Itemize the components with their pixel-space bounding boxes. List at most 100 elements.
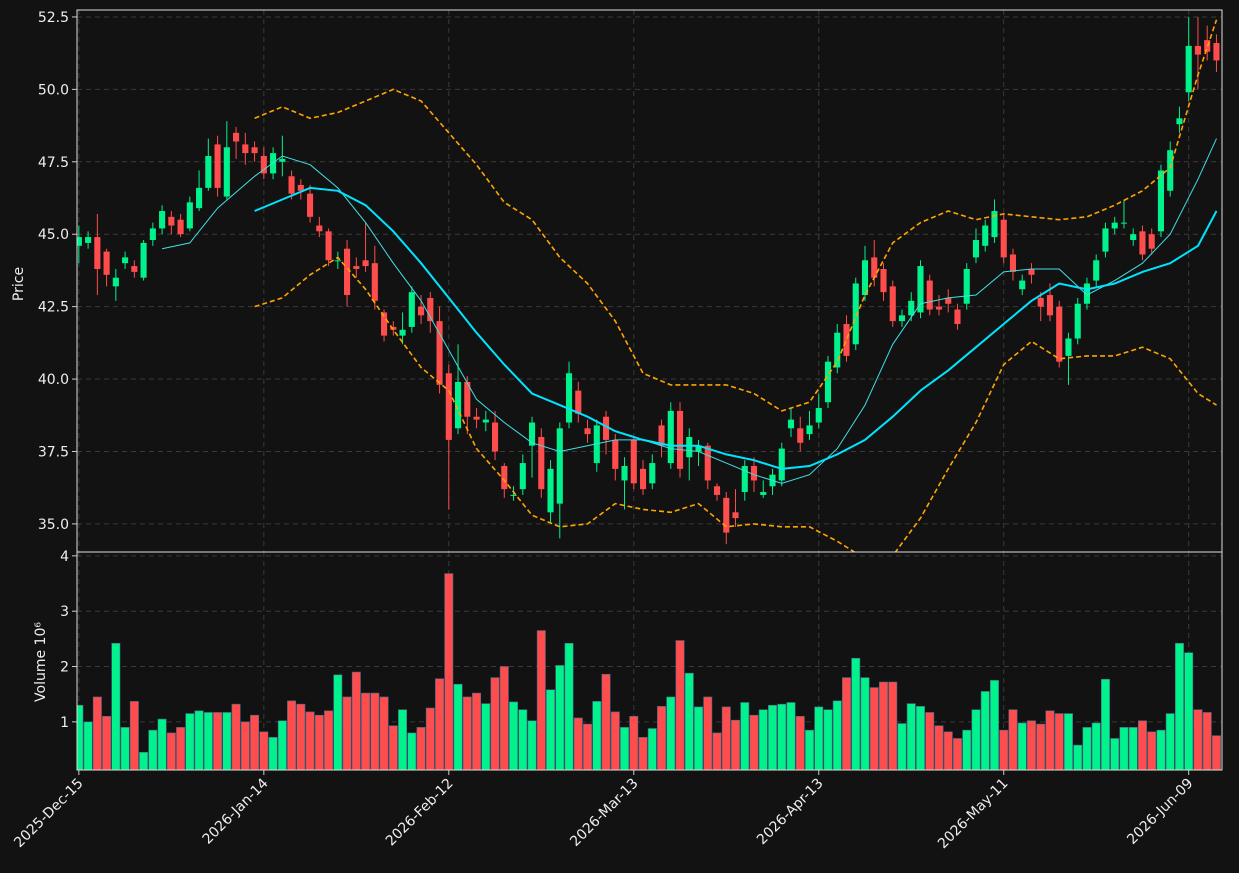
candle-body — [713, 486, 721, 495]
candle-body — [898, 315, 906, 322]
volume-bar — [388, 725, 398, 770]
volume-bar — [647, 728, 657, 770]
volume-bar — [425, 707, 435, 770]
candle-body — [750, 465, 758, 481]
volume-bar — [851, 657, 861, 770]
candle-body — [288, 176, 295, 194]
volume-bar — [666, 696, 676, 770]
candle-body — [214, 144, 221, 188]
candle-body — [464, 381, 471, 417]
candle-body — [168, 216, 175, 226]
candle-body — [760, 492, 767, 495]
volume-bar — [703, 696, 713, 770]
y-tick-label: 3 — [60, 604, 69, 620]
volume-bar — [296, 703, 306, 770]
candle-body — [482, 419, 489, 423]
candle-body — [797, 428, 804, 443]
candle-body — [1176, 118, 1183, 125]
volume-bar — [888, 681, 898, 770]
candle-body — [205, 156, 212, 188]
candle-body — [695, 445, 702, 452]
candle-body — [85, 237, 92, 243]
candle-body — [676, 410, 684, 469]
volume-bar — [157, 718, 167, 770]
bollinger-band — [254, 19, 1218, 412]
candle-body — [917, 266, 924, 313]
candle-body — [908, 300, 915, 316]
candle-body — [649, 463, 656, 484]
volume-bar — [462, 696, 472, 770]
volume-bar — [768, 704, 777, 770]
volume-bar — [472, 692, 482, 770]
y-tick-label: 40.0 — [38, 372, 69, 388]
volume-bar — [1119, 727, 1129, 770]
volume-bar — [990, 680, 999, 770]
candle-body — [491, 422, 499, 452]
volume-bar — [407, 732, 417, 770]
candle-body — [584, 428, 591, 435]
volume-bar — [1091, 722, 1101, 770]
volume-bar — [481, 703, 491, 770]
volume-bar — [1184, 652, 1194, 770]
volume-bar — [712, 732, 722, 770]
candle-body — [159, 211, 166, 229]
candle-body — [1157, 170, 1165, 232]
candle-body — [834, 332, 841, 368]
volume-bar — [370, 692, 380, 770]
candle-body — [658, 425, 665, 446]
candle-body — [112, 277, 119, 287]
candle-body — [399, 329, 406, 336]
candle-body — [741, 465, 748, 493]
candle-body — [1148, 234, 1155, 249]
candle-body — [131, 266, 138, 272]
candle-body — [1083, 283, 1091, 304]
volume-bar — [166, 732, 176, 770]
candle-body — [223, 147, 230, 197]
volume-bar — [342, 696, 352, 770]
candle-body — [1065, 338, 1072, 356]
volume-bar — [897, 723, 907, 770]
volume-bar — [148, 729, 158, 770]
volume-bar — [943, 731, 953, 770]
volume-bar — [1073, 744, 1083, 770]
volume-bar — [277, 720, 287, 770]
volume-bar — [601, 673, 611, 770]
bollinger-band — [254, 256, 1217, 552]
volume-bar — [925, 712, 935, 770]
volume-bar — [583, 723, 592, 770]
volume-bar — [629, 716, 639, 770]
volume-bar — [240, 721, 250, 770]
volume-bar — [194, 710, 204, 770]
volume-bar — [314, 714, 324, 770]
candle-body — [723, 497, 730, 533]
candle-body — [1093, 260, 1100, 281]
candle-body — [140, 242, 147, 278]
candle-body — [852, 283, 859, 345]
candle-body — [861, 260, 869, 296]
volume-bar — [805, 729, 814, 770]
candle-body — [1056, 306, 1063, 362]
volume-bar — [527, 720, 537, 770]
volume-bar — [139, 751, 149, 770]
candle-body — [260, 156, 267, 174]
volume-bar — [731, 719, 740, 770]
candle-body — [1139, 231, 1146, 255]
candle-body — [454, 381, 462, 429]
volume-bar — [684, 672, 694, 770]
candle-body — [1037, 297, 1044, 307]
volume-bar — [1110, 738, 1120, 770]
volume-bar — [92, 696, 102, 770]
volume-bar — [231, 703, 241, 770]
volume-bar — [1027, 720, 1036, 770]
candle-body — [538, 436, 545, 490]
volume-bar — [814, 706, 824, 770]
candle-body — [418, 306, 425, 316]
candle-body — [815, 408, 822, 423]
volume-bar — [980, 691, 990, 770]
candle-body — [316, 225, 323, 232]
volume-bar — [1101, 678, 1110, 770]
volume-bar — [962, 729, 972, 770]
candle-body — [630, 439, 637, 484]
candle-body — [427, 297, 434, 322]
volume-bar — [259, 731, 269, 770]
